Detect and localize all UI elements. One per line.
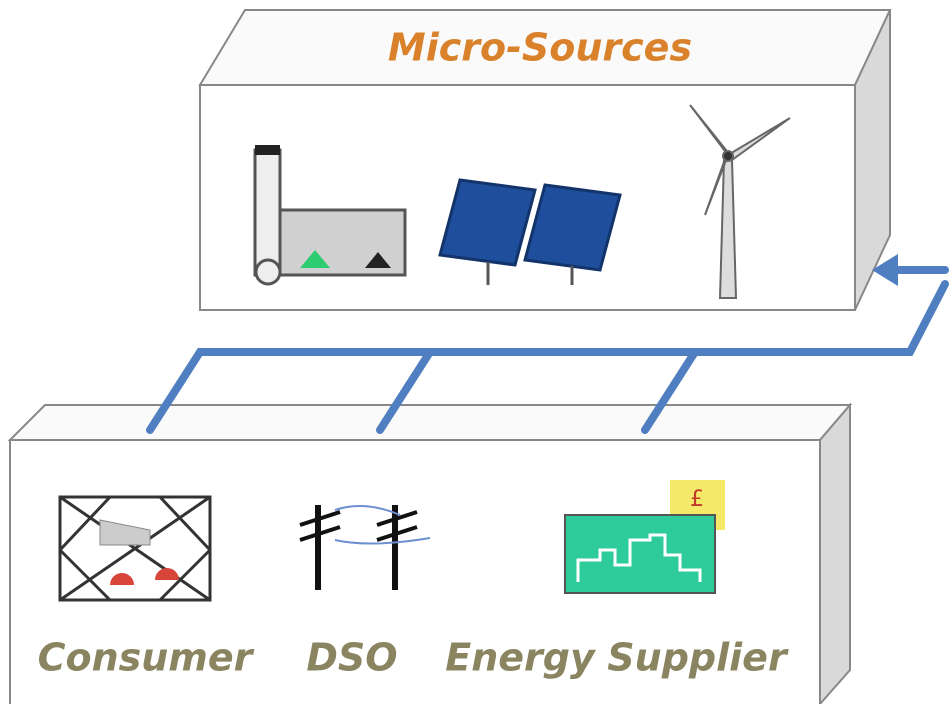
arrow-head [872,254,898,286]
supplier-icon: £ [564,480,725,594]
connector [146,266,949,434]
title: Micro-Sources [388,26,692,70]
micro-turbine-icon [253,145,407,286]
price-sign: £ [690,487,704,512]
label: Energy [445,636,597,680]
solar-panels-icon [438,178,622,285]
consumer-icon [58,495,212,602]
label: DSO [306,636,397,680]
dso-icon [299,505,431,590]
wind-turbine-icon [689,104,791,299]
label: Supplier [607,636,789,680]
box-side [819,402,851,704]
box-top [7,404,853,441]
label: Consumer [38,636,255,680]
